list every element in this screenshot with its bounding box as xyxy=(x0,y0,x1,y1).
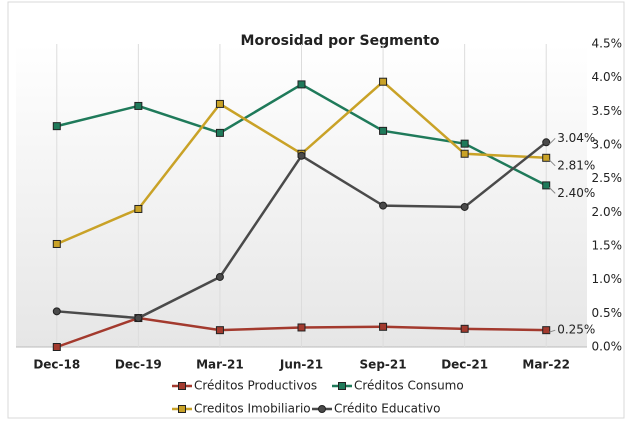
x-tick-label: Dec-19 xyxy=(115,358,162,372)
data-point xyxy=(52,239,61,248)
data-point xyxy=(134,101,143,110)
legend-label: Creditos Imobiliario xyxy=(194,402,311,416)
y-tick-label: 0.5% xyxy=(592,306,623,320)
data-point xyxy=(215,272,224,281)
legend-marker xyxy=(178,405,186,413)
leader-line xyxy=(548,187,556,194)
data-point xyxy=(379,322,388,331)
data-point xyxy=(542,181,551,190)
y-tick-label: 2.0% xyxy=(592,205,623,219)
data-point xyxy=(215,326,224,335)
legend-label: Créditos Productivos xyxy=(194,379,317,393)
y-tick-label: 1.0% xyxy=(592,272,623,286)
y-tick-label: 1.5% xyxy=(592,239,623,253)
data-label: 0.25% xyxy=(557,323,595,337)
data-point xyxy=(215,128,224,137)
data-point xyxy=(297,80,306,89)
data-point xyxy=(542,153,551,162)
data-point xyxy=(52,343,61,351)
x-tick-label: Dec-18 xyxy=(33,358,80,372)
data-point xyxy=(215,99,224,108)
x-tick-label: Mar-21 xyxy=(196,358,244,372)
leader-line xyxy=(548,137,556,145)
data-point xyxy=(379,126,388,135)
chart-title: Morosidad por Segmento xyxy=(241,33,440,49)
y-tick-label: 3.0% xyxy=(592,138,623,152)
x-tick-label: Sep-21 xyxy=(360,358,407,372)
legend-label: Crédito Educativo xyxy=(334,402,440,416)
data-point xyxy=(134,314,143,323)
data-point xyxy=(460,149,469,158)
data-label: 2.81% xyxy=(557,158,595,172)
y-tick-label: 0.0% xyxy=(592,340,623,354)
data-point xyxy=(542,138,551,147)
data-point xyxy=(52,307,61,316)
legend-label: Créditos Consumo xyxy=(354,379,464,393)
legend-marker xyxy=(318,405,326,413)
leader-line xyxy=(548,159,556,167)
x-tick-label: Jun-21 xyxy=(279,358,323,372)
data-point xyxy=(460,324,469,333)
data-point xyxy=(460,202,469,211)
data-point xyxy=(379,77,388,86)
y-tick-label: 2.5% xyxy=(592,171,623,185)
data-point xyxy=(460,139,469,148)
legend-marker xyxy=(178,382,186,390)
data-label: 2.40% xyxy=(557,186,595,200)
y-tick-label: 3.5% xyxy=(592,104,623,118)
data-point xyxy=(52,122,61,131)
data-point xyxy=(297,323,306,332)
y-tick-label: 4.5% xyxy=(592,37,623,51)
data-point xyxy=(379,201,388,210)
legend-marker xyxy=(338,382,346,390)
x-tick-label: Dec-21 xyxy=(441,358,488,372)
data-point xyxy=(134,204,143,213)
data-point xyxy=(297,151,306,160)
data-label: 3.04% xyxy=(557,131,595,145)
y-tick-label: 4.0% xyxy=(592,70,623,84)
x-tick-label: Mar-22 xyxy=(522,358,570,372)
leader-line xyxy=(549,329,556,333)
data-point xyxy=(542,326,551,335)
